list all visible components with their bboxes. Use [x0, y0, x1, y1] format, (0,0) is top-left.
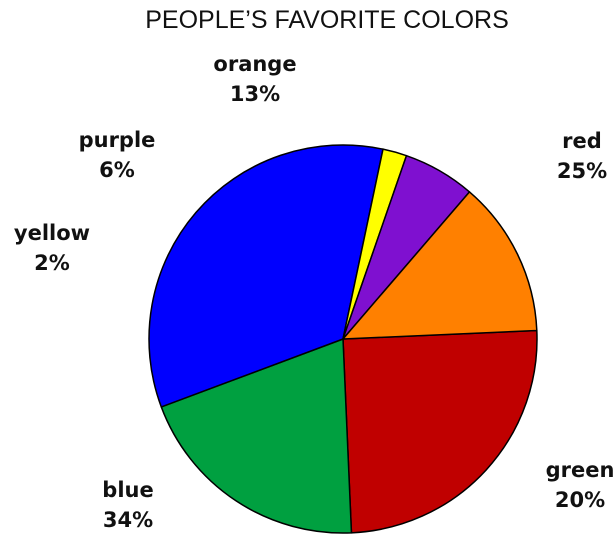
- slice-value-blue: 34%: [103, 508, 153, 532]
- slice-value-purple: 6%: [99, 158, 135, 182]
- slice-labels: red 25% green 20% blue 34% yellow 2% purple 6% ora…: [14, 52, 614, 532]
- slice-label-green: green: [546, 458, 615, 482]
- pie-slices: [148, 144, 538, 534]
- slice-label-blue: blue: [102, 478, 153, 502]
- chart-title: PEOPLE’S FAVORITE COLORS: [145, 6, 509, 34]
- slice-value-green: 20%: [555, 488, 605, 512]
- pie-slice-blue: [148, 144, 384, 408]
- slice-label-yellow: yellow: [14, 221, 90, 245]
- pie-slice-green: [160, 338, 353, 534]
- slice-label-red: red: [562, 129, 602, 153]
- slice-label-orange: orange: [213, 52, 296, 76]
- slice-label-purple: purple: [79, 128, 156, 152]
- pie-slice-orange: [342, 191, 538, 340]
- pie-slice-red: [342, 329, 538, 534]
- slice-value-red: 25%: [557, 159, 607, 183]
- slice-value-orange: 13%: [230, 82, 280, 106]
- slice-value-yellow: 2%: [34, 251, 70, 275]
